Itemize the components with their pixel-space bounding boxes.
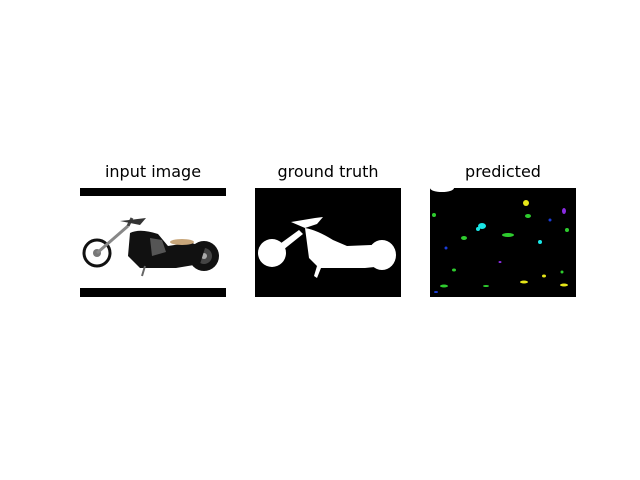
prediction-blotches: [430, 188, 576, 297]
motorcycle-photo: [80, 188, 226, 297]
motorcycle-mask: [255, 188, 401, 297]
ground-truth-panel: [255, 188, 401, 297]
predicted-panel: [430, 188, 576, 297]
panel-title-predicted: predicted: [465, 162, 541, 181]
panel-title-input: input image: [104, 162, 202, 181]
input-image-panel: [80, 188, 226, 297]
panel-title-ground-truth: ground truth: [277, 162, 379, 181]
